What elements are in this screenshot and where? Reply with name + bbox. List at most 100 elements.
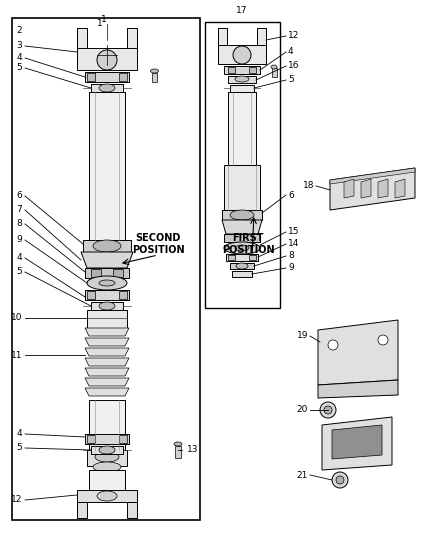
Text: 2: 2 <box>16 26 21 35</box>
Text: 8: 8 <box>16 220 22 229</box>
Text: 21: 21 <box>297 471 308 480</box>
Ellipse shape <box>230 210 254 220</box>
Bar <box>85 72 129 82</box>
Bar <box>91 446 123 454</box>
Text: 4: 4 <box>288 47 293 56</box>
Bar <box>87 310 127 328</box>
Polygon shape <box>378 179 388 198</box>
Text: 20: 20 <box>297 406 308 415</box>
Bar <box>119 291 127 299</box>
Text: 14: 14 <box>288 239 300 248</box>
Bar <box>113 269 123 277</box>
Ellipse shape <box>174 442 182 446</box>
Bar <box>89 400 125 450</box>
Ellipse shape <box>99 446 115 454</box>
Text: 5: 5 <box>16 63 22 72</box>
Text: 18: 18 <box>303 182 314 190</box>
Text: 6: 6 <box>288 190 294 199</box>
Ellipse shape <box>93 240 121 252</box>
Bar <box>85 290 129 300</box>
Polygon shape <box>85 328 129 336</box>
Polygon shape <box>395 179 405 198</box>
Bar <box>85 434 129 444</box>
Text: 5: 5 <box>16 268 22 277</box>
Ellipse shape <box>93 462 121 472</box>
Text: 10: 10 <box>11 313 22 322</box>
Bar <box>83 240 131 252</box>
Bar <box>249 67 256 73</box>
Polygon shape <box>77 490 137 502</box>
Bar <box>226 254 258 261</box>
Polygon shape <box>85 338 129 346</box>
Ellipse shape <box>320 402 336 418</box>
Text: 4: 4 <box>16 53 22 62</box>
Ellipse shape <box>332 472 348 488</box>
Bar <box>89 92 125 240</box>
Ellipse shape <box>99 280 115 286</box>
Polygon shape <box>222 220 262 234</box>
Bar <box>87 435 95 443</box>
Polygon shape <box>77 28 87 52</box>
Bar <box>205 22 280 308</box>
Text: 13: 13 <box>187 446 198 455</box>
Ellipse shape <box>336 476 344 484</box>
Polygon shape <box>330 168 415 210</box>
Ellipse shape <box>87 276 127 290</box>
Text: 12: 12 <box>11 496 22 505</box>
Bar <box>230 263 254 269</box>
Bar <box>222 210 262 220</box>
Bar <box>224 66 260 74</box>
Ellipse shape <box>236 263 248 269</box>
Polygon shape <box>127 502 137 518</box>
Ellipse shape <box>271 65 277 69</box>
Ellipse shape <box>378 335 388 345</box>
Polygon shape <box>85 358 129 366</box>
Bar <box>85 268 129 278</box>
Text: POSITION: POSITION <box>222 245 274 255</box>
Bar <box>232 271 252 277</box>
Bar <box>89 470 125 490</box>
Text: SECOND: SECOND <box>135 233 181 243</box>
Text: 5: 5 <box>16 443 22 453</box>
Polygon shape <box>85 348 129 356</box>
Polygon shape <box>332 425 382 459</box>
Polygon shape <box>344 179 354 198</box>
Bar <box>224 234 260 242</box>
Text: 4: 4 <box>16 430 22 439</box>
Polygon shape <box>77 48 137 70</box>
Text: 7: 7 <box>16 206 22 214</box>
Text: 5: 5 <box>288 76 294 85</box>
Text: 6: 6 <box>16 191 22 200</box>
Bar <box>228 92 256 165</box>
Polygon shape <box>318 380 398 398</box>
Text: 1: 1 <box>101 15 107 24</box>
Text: 8: 8 <box>288 252 294 261</box>
Polygon shape <box>257 28 266 48</box>
Ellipse shape <box>99 84 115 92</box>
Bar <box>228 67 235 73</box>
Ellipse shape <box>97 50 117 70</box>
Text: 1: 1 <box>97 20 103 28</box>
Text: 16: 16 <box>288 61 300 70</box>
Text: 9: 9 <box>16 236 22 245</box>
Ellipse shape <box>235 76 249 82</box>
Ellipse shape <box>95 452 119 462</box>
Polygon shape <box>85 388 129 396</box>
Bar <box>228 255 235 260</box>
Text: 3: 3 <box>16 42 22 51</box>
Text: 17: 17 <box>236 6 248 15</box>
Polygon shape <box>318 320 398 385</box>
Bar <box>91 302 123 310</box>
Ellipse shape <box>233 46 251 64</box>
Polygon shape <box>330 168 415 184</box>
Polygon shape <box>127 28 137 52</box>
Text: 11: 11 <box>11 351 22 359</box>
Bar <box>91 269 101 277</box>
Polygon shape <box>152 73 157 82</box>
Ellipse shape <box>328 340 338 350</box>
Polygon shape <box>85 378 129 386</box>
Polygon shape <box>175 446 181 458</box>
Polygon shape <box>218 45 266 64</box>
Bar <box>87 450 127 466</box>
Ellipse shape <box>224 242 260 254</box>
